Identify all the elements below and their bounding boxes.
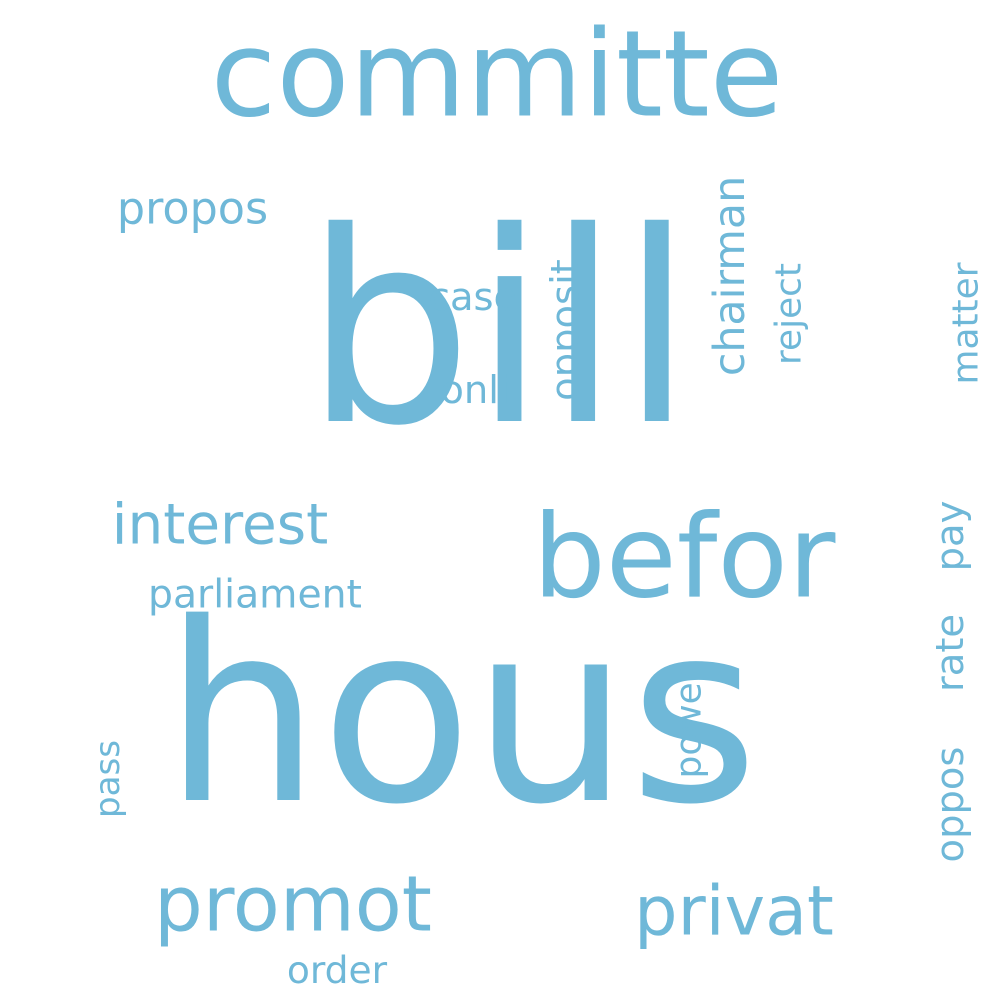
word-opposit: opposit xyxy=(543,259,588,401)
word-onli: onli xyxy=(440,368,509,413)
word-chairman: chairman xyxy=(705,176,755,376)
word-pass: pass xyxy=(88,740,128,818)
word-befor: befor xyxy=(533,491,836,625)
word-promot: promot xyxy=(154,861,432,950)
word-privat: privat xyxy=(634,873,834,952)
word-bill: bill xyxy=(304,176,693,484)
word-committe: committe xyxy=(211,6,784,145)
word-parliament: parliament xyxy=(148,573,362,618)
word-reject: reject xyxy=(769,263,810,365)
word-case: case xyxy=(429,275,517,320)
word-power: power xyxy=(669,667,710,778)
word-matter: matter xyxy=(946,262,987,384)
word-order: order xyxy=(287,948,388,992)
word-hous: hous xyxy=(164,571,759,859)
word-interest: interest xyxy=(112,493,328,558)
word-rate: rate xyxy=(928,614,973,692)
word-cloud-words: bill hous committe befor interest promot priva… xyxy=(88,6,987,993)
word-oppos: oppos xyxy=(928,747,973,863)
word-pay: pay xyxy=(928,501,973,572)
word-propos: propos xyxy=(117,184,268,235)
